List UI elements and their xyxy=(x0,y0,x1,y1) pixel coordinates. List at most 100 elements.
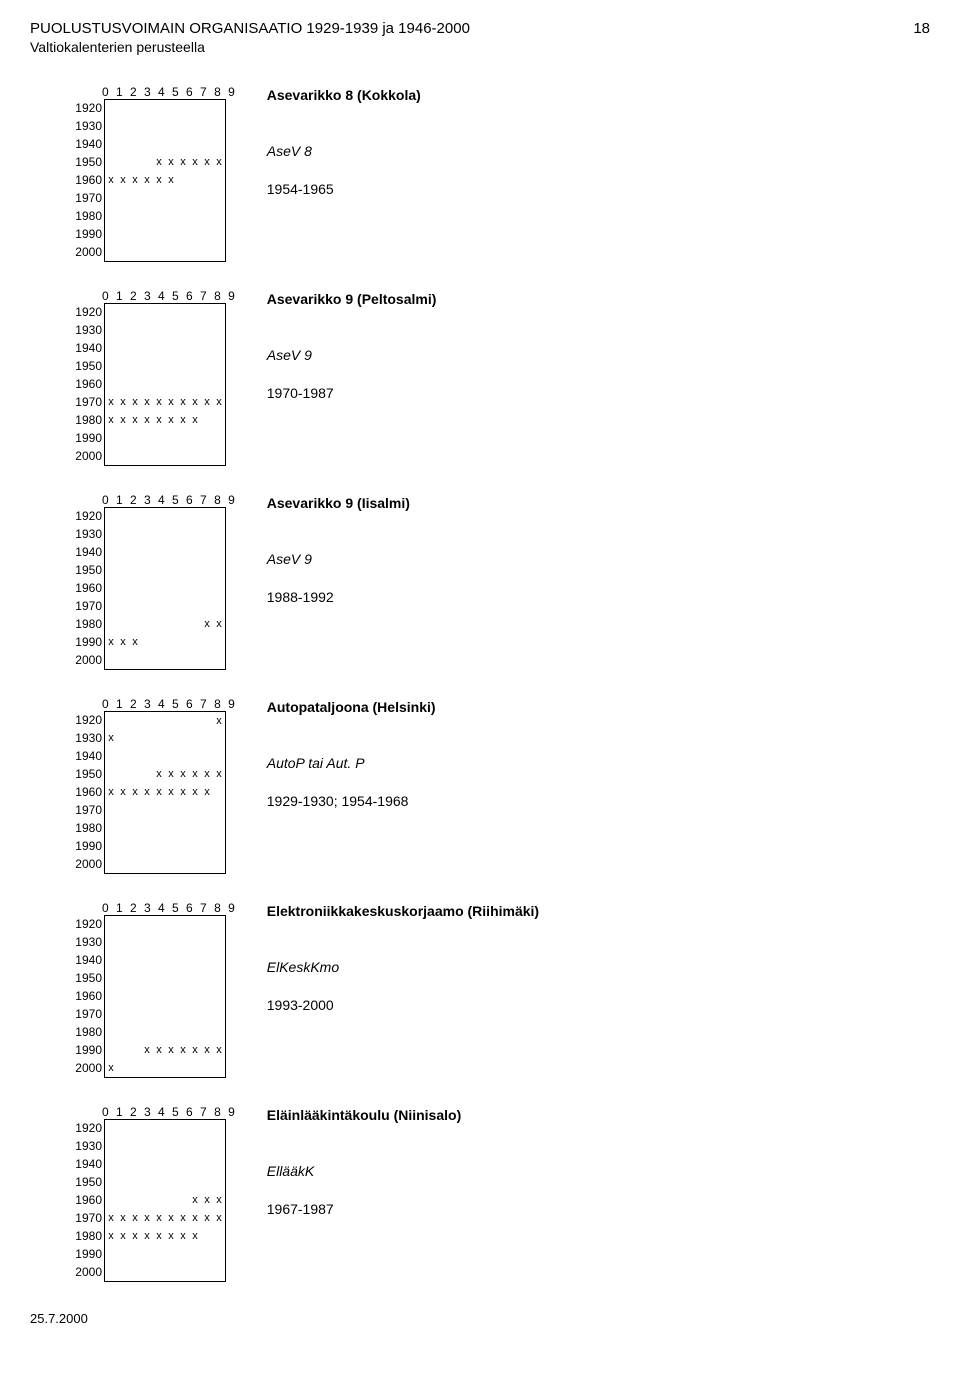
decade-label: 1930 xyxy=(70,119,104,133)
cell: x xyxy=(105,1227,117,1245)
axis-header: 0 1 2 3 4 5 6 7 8 9 xyxy=(70,289,237,303)
cell: x xyxy=(189,393,201,411)
chart-row: 1920 xyxy=(70,507,237,525)
decade-label: 1990 xyxy=(70,839,104,853)
decade-label: 2000 xyxy=(70,653,104,667)
entry-info: Asevarikko 8 (Kokkola)AseV 81954-1965 xyxy=(267,85,421,197)
cells xyxy=(104,933,226,951)
cells xyxy=(104,837,226,855)
decade-label: 1980 xyxy=(70,1025,104,1039)
entry-abbr: AseV 9 xyxy=(267,347,437,363)
cells xyxy=(104,303,226,322)
cell: x xyxy=(177,783,189,801)
entry-years: 1967-1987 xyxy=(267,1201,461,1217)
decade-label: 1920 xyxy=(70,917,104,931)
entry-abbr: ElKeskKmo xyxy=(267,959,539,975)
cells xyxy=(104,1137,226,1155)
cell: x xyxy=(105,171,117,189)
decade-label: 1990 xyxy=(70,1043,104,1057)
cell: x xyxy=(201,765,213,783)
decade-label: 1930 xyxy=(70,1139,104,1153)
decade-label: 1960 xyxy=(70,1193,104,1207)
cells xyxy=(104,357,226,375)
footer-date: 25.7.2000 xyxy=(30,1311,930,1326)
cell: x xyxy=(117,1209,129,1227)
decade-label: 1970 xyxy=(70,1211,104,1225)
decade-label: 1920 xyxy=(70,713,104,727)
chart-row: 2000 xyxy=(70,243,237,261)
cell: x xyxy=(213,1209,225,1227)
decade-label: 1920 xyxy=(70,509,104,523)
entry: 0 1 2 3 4 5 6 7 8 91920x1930x19401950xxx… xyxy=(70,697,930,873)
chart-row: 1980 xyxy=(70,1023,237,1041)
entry-years: 1970-1987 xyxy=(267,385,437,401)
decade-label: 1940 xyxy=(70,545,104,559)
decade-label: 1980 xyxy=(70,1229,104,1243)
cell: x xyxy=(213,615,225,633)
decade-label: 1920 xyxy=(70,1121,104,1135)
cells xyxy=(104,321,226,339)
entry: 0 1 2 3 4 5 6 7 8 9192019301940195019601… xyxy=(70,901,930,1077)
timeline-chart: 0 1 2 3 4 5 6 7 8 9192019301940195019601… xyxy=(70,289,237,465)
cell: x xyxy=(189,1191,201,1209)
cells xyxy=(104,579,226,597)
entry: 0 1 2 3 4 5 6 7 8 91920193019401950xxxxx… xyxy=(70,85,930,261)
cell: x xyxy=(141,1227,153,1245)
decade-label: 1970 xyxy=(70,191,104,205)
axis-header: 0 1 2 3 4 5 6 7 8 9 xyxy=(70,493,237,507)
cell: x xyxy=(165,783,177,801)
chart-row: 1940 xyxy=(70,543,237,561)
entry-title: Eläinlääkintäkoulu (Niinisalo) xyxy=(267,1107,461,1123)
decade-label: 1990 xyxy=(70,635,104,649)
cells xyxy=(104,429,226,447)
timeline-chart: 0 1 2 3 4 5 6 7 8 91920193019401950xxxxx… xyxy=(70,85,237,261)
cells xyxy=(104,507,226,526)
cell: x xyxy=(165,1041,177,1059)
decade-label: 1990 xyxy=(70,431,104,445)
entry-title: Autopataljoona (Helsinki) xyxy=(267,699,436,715)
chart-row: 1920 xyxy=(70,1119,237,1137)
cell: x xyxy=(165,393,177,411)
chart-row: 1940 xyxy=(70,135,237,153)
cells: xx xyxy=(104,615,226,633)
cell: x xyxy=(201,783,213,801)
timeline-chart: 0 1 2 3 4 5 6 7 8 9192019301940195019601… xyxy=(70,493,237,669)
cell: x xyxy=(141,1041,153,1059)
decade-label: 2000 xyxy=(70,857,104,871)
cell: x xyxy=(153,1041,165,1059)
decade-label: 1950 xyxy=(70,359,104,373)
cell: x xyxy=(117,783,129,801)
cells: xxxxxxxxxx xyxy=(104,1209,226,1227)
decade-label: 1960 xyxy=(70,173,104,187)
page-number: 18 xyxy=(913,20,930,37)
cells: xxx xyxy=(104,1191,226,1209)
chart-row: 1970xxxxxxxxxx xyxy=(70,1209,237,1227)
decade-label: 1930 xyxy=(70,323,104,337)
chart-row: 1930 xyxy=(70,1137,237,1155)
timeline-chart: 0 1 2 3 4 5 6 7 8 91920x1930x19401950xxx… xyxy=(70,697,237,873)
cell: x xyxy=(117,1227,129,1245)
decade-label: 1930 xyxy=(70,935,104,949)
cell: x xyxy=(153,153,165,171)
entry-info: Asevarikko 9 (Peltosalmi)AseV 91970-1987 xyxy=(267,289,437,401)
cell: x xyxy=(129,1209,141,1227)
chart-row: 2000x xyxy=(70,1059,237,1077)
axis-header: 0 1 2 3 4 5 6 7 8 9 xyxy=(70,901,237,915)
cells xyxy=(104,135,226,153)
cells: xxxxxxxx xyxy=(104,1227,226,1245)
cell: x xyxy=(189,765,201,783)
entry-abbr: AutoP tai Aut. P xyxy=(267,755,436,771)
chart-row: 1990xxxxxxx xyxy=(70,1041,237,1059)
entry-years: 1929-1930; 1954-1968 xyxy=(267,793,436,809)
decade-label: 1970 xyxy=(70,803,104,817)
cells: xxxxxx xyxy=(104,171,226,189)
chart-row: 1930 xyxy=(70,321,237,339)
cells: x xyxy=(104,1059,226,1078)
cell: x xyxy=(201,1191,213,1209)
decade-label: 1940 xyxy=(70,137,104,151)
cells xyxy=(104,651,226,670)
cell: x xyxy=(141,171,153,189)
chart-row: 1980xxxxxxxx xyxy=(70,1227,237,1245)
cells xyxy=(104,225,226,243)
decade-label: 1940 xyxy=(70,341,104,355)
